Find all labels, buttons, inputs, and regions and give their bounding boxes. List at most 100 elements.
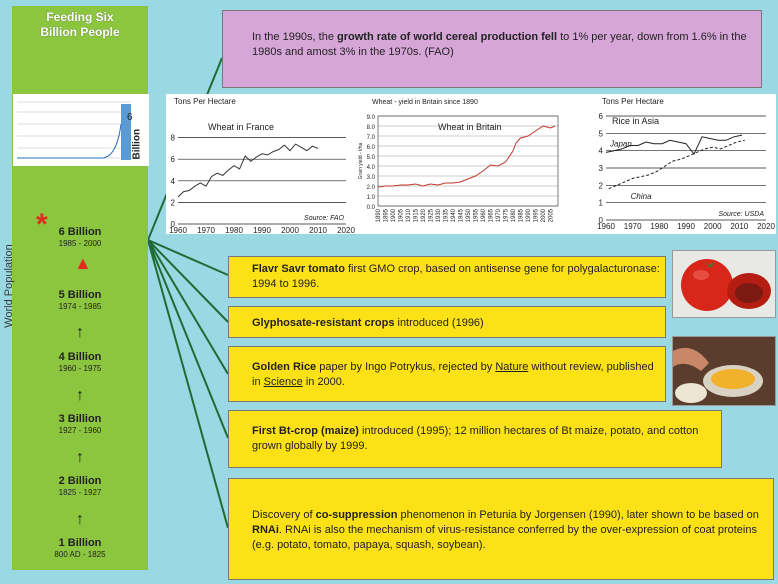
- y-axis-title: Tons Per Hectare: [602, 97, 664, 106]
- thumbnail-value: 6: [127, 112, 133, 123]
- x-tick-label: 1960: [169, 226, 187, 234]
- x-tick-label: 1950: [466, 208, 472, 222]
- nature-link[interactable]: Nature: [495, 361, 529, 373]
- science-link[interactable]: Science: [263, 376, 303, 388]
- series-line: [605, 134, 743, 156]
- x-tick-label: 1905: [399, 208, 405, 222]
- y-tick-label: 6.0: [367, 145, 376, 151]
- up-arrow-icon: ↑: [76, 324, 84, 341]
- tomato-illustration: [681, 259, 771, 311]
- y-axis-title: Grain yield - t/ha: [358, 142, 364, 179]
- y-axis-title: Tons Per Hectare: [174, 97, 236, 106]
- event-bt-crop-text: First Bt-crop (maize) introduced (1995);…: [252, 425, 699, 452]
- milestone-label: 1 Billion: [58, 537, 102, 549]
- y-tick-label: 3.0: [367, 175, 376, 181]
- x-tick-label: 1925: [429, 208, 435, 222]
- x-tick-label: 2020: [757, 222, 775, 231]
- milestone-5-billion: 5 Billion 1974 - 1985: [12, 289, 148, 312]
- x-tick-label: 2010: [730, 222, 748, 231]
- x-tick-label: 2000: [704, 222, 722, 231]
- x-tick-label: 1935: [444, 208, 450, 222]
- up-arrow-icon: ↑: [76, 449, 84, 466]
- y-tick-label: 8: [171, 134, 176, 143]
- milestone-label: 6 Billion: [58, 226, 102, 238]
- y-tick-label: 6: [599, 112, 604, 121]
- event-co-suppression-text: Discovery of co-suppression phenomenon i…: [252, 509, 759, 551]
- y-tick-label: 4: [599, 147, 604, 156]
- x-tick-label: 1955: [474, 208, 480, 222]
- golden-rice-illustration: [673, 337, 775, 405]
- x-tick-label: 1940: [451, 208, 457, 222]
- y-tick-label: 8.0: [367, 125, 376, 131]
- event-co-suppression: [228, 478, 774, 580]
- y-tick-label: 2: [599, 181, 604, 190]
- y-tick-label: 0: [171, 220, 176, 229]
- y-tick-label: 3: [599, 164, 604, 173]
- milestone-label: 3 Billion: [58, 413, 102, 425]
- y-tick-label: 9.0: [367, 115, 376, 121]
- chart-source: Source: FAO: [304, 215, 344, 222]
- up-arrow-icon: ↑: [76, 387, 84, 404]
- x-tick-label: 1960: [597, 222, 615, 231]
- x-tick-label: 2020: [337, 226, 355, 234]
- chart-annotation: Wheat in Britain: [438, 122, 502, 132]
- x-tick-label: 1890: [376, 208, 382, 222]
- x-tick-label: 1980: [225, 226, 243, 234]
- thumbnail-graphic: [17, 101, 131, 160]
- y-tick-label: 1.0: [367, 195, 376, 201]
- x-tick-label: 1970: [197, 226, 215, 234]
- milestone-years: 800 AD - 1825: [54, 550, 106, 559]
- milestone-4-billion: 4 Billion 1960 - 1975: [12, 351, 148, 374]
- series-label: China: [631, 192, 652, 201]
- series-line: [377, 125, 556, 188]
- series-line: [177, 143, 319, 198]
- x-tick-label: 2000: [281, 226, 299, 234]
- x-tick-label: 1970: [496, 208, 502, 222]
- y-tick-label: 7.0: [367, 135, 376, 141]
- y-tick-label: 2.0: [367, 185, 376, 191]
- milestone-label: 2 Billion: [58, 475, 102, 487]
- milestone-6-billion: 6 Billion 1985 - 2000: [12, 226, 148, 249]
- event-bt-crop: [228, 410, 722, 468]
- x-tick-label: 2005: [549, 208, 555, 222]
- event-golden-rice: [228, 346, 666, 402]
- plot-frame: [377, 115, 559, 207]
- x-tick-label: 1980: [650, 222, 668, 231]
- golden-rice-photo: [672, 336, 776, 406]
- x-tick-label: 2000: [541, 208, 547, 222]
- milestone-3-billion: 3 Billion 1927 - 1960: [12, 413, 148, 436]
- x-tick-label: 1980: [511, 208, 517, 222]
- y-tick-label: 6: [171, 155, 176, 164]
- x-tick-label: 1970: [624, 222, 642, 231]
- chart-source: Source: USDA: [718, 211, 764, 218]
- series-line: [608, 139, 745, 190]
- y-tick-label: 4: [171, 177, 176, 186]
- y-tick-label: 1: [599, 199, 604, 208]
- x-tick-label: 2010: [309, 226, 327, 234]
- milestone-label: 5 Billion: [58, 289, 102, 301]
- chart-annotation: Rice in Asia: [612, 116, 659, 126]
- milestone-years: 1960 - 1975: [58, 364, 102, 373]
- yield-charts: 0 2 4 6 8 1960 1970 1980 1990 2000 2010 2020 Tons Pe…: [169, 97, 775, 235]
- x-tick-label: 1895: [384, 208, 390, 222]
- x-tick-label: 1995: [534, 208, 540, 222]
- milestone-label: 4 Billion: [58, 351, 102, 363]
- population-thumbnail-chart: 6 Billion: [13, 94, 149, 166]
- x-tick-label: 1975: [504, 208, 510, 222]
- event-golden-rice-text: Golden Rice paper by Ingo Potrykus, reje…: [252, 361, 654, 388]
- cereal-growth-callout: [222, 10, 762, 88]
- milestone-years: 1927 - 1960: [58, 426, 102, 435]
- event-glyphosate-text: Glyphosate-resistant crops introduced (1…: [252, 317, 484, 329]
- y-tick-label: 2: [171, 198, 176, 207]
- series-label: Japan: [609, 139, 632, 148]
- x-tick-label: 1900: [391, 208, 397, 222]
- y-tick-label: 0.0: [367, 205, 376, 211]
- up-arrow-icon: ↑: [76, 511, 84, 528]
- red-up-arrow-icon: ▲: [74, 253, 92, 273]
- x-tick-label: 1990: [526, 208, 532, 222]
- milestone-years: 1974 - 1985: [58, 302, 102, 311]
- asterisk-icon: *: [36, 208, 48, 241]
- y-tick-label: 5: [599, 129, 604, 138]
- x-tick-label: 1985: [519, 208, 525, 222]
